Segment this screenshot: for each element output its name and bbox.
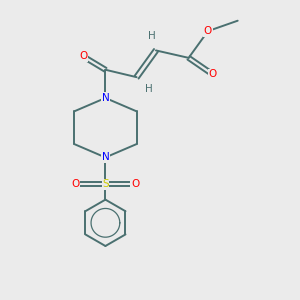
Text: S: S	[102, 179, 109, 189]
Text: H: H	[148, 31, 155, 40]
Text: O: O	[131, 179, 139, 189]
Text: H: H	[145, 84, 152, 94]
Text: O: O	[79, 51, 87, 62]
Text: O: O	[204, 26, 212, 36]
Text: O: O	[72, 179, 80, 189]
Text: N: N	[101, 93, 109, 103]
Text: N: N	[101, 152, 109, 162]
Text: O: O	[208, 69, 217, 79]
